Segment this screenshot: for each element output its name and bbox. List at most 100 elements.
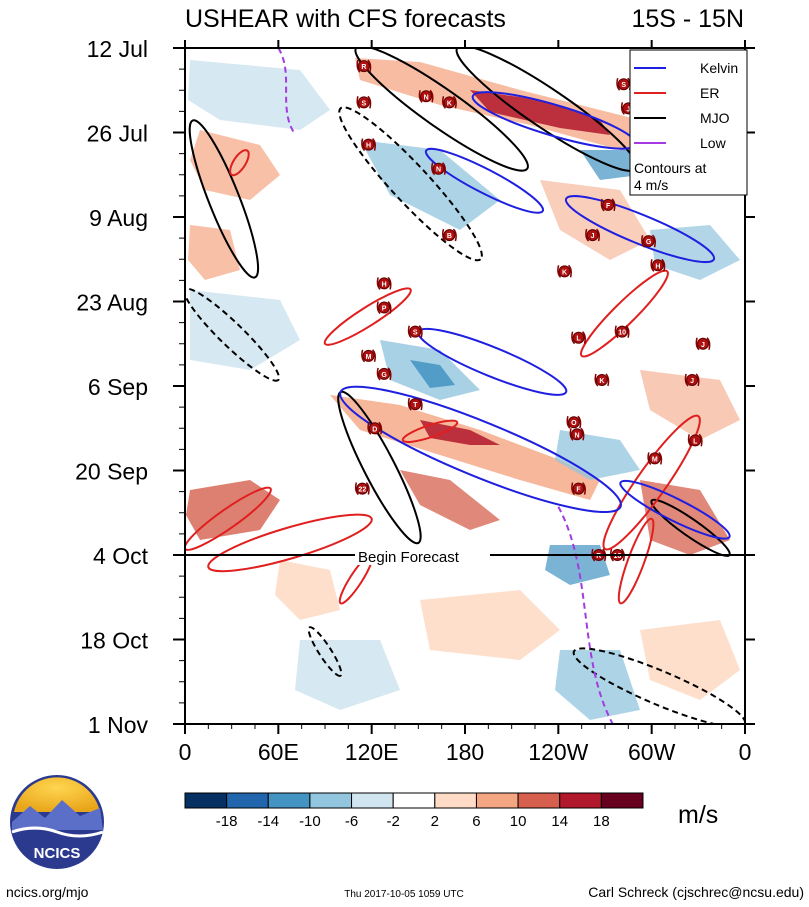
colorbar-tick-label: -14 <box>257 813 279 830</box>
storm-marker: K <box>442 95 457 109</box>
storm-marker: 22 <box>354 482 370 496</box>
x-tick-label: 0 <box>739 739 752 765</box>
storm-marker-label: K <box>447 100 452 107</box>
storm-marker-label: L <box>576 336 581 343</box>
storm-marker-label: N <box>574 432 579 439</box>
colorbar-tick-label: -6 <box>345 813 358 830</box>
storm-marker-label: T <box>413 402 418 409</box>
colorbar-swatch <box>309 792 353 809</box>
storm-marker-label: R <box>361 64 366 71</box>
y-tick-label: 6 Sep <box>88 374 148 400</box>
storm-marker: H <box>361 138 376 152</box>
storm-marker: F <box>600 198 616 212</box>
legend-box <box>629 49 748 196</box>
anomaly-positive-band <box>420 590 560 660</box>
storm-marker: M <box>647 451 663 465</box>
storm-marker: J <box>684 373 700 387</box>
storm-marker: K <box>594 373 610 387</box>
storm-marker: G <box>641 234 656 248</box>
anomaly-positive-band <box>275 560 340 620</box>
low-frequency-contour <box>277 48 295 134</box>
storm-marker-label: J <box>626 106 630 113</box>
y-tick-label: 9 Aug <box>89 205 148 231</box>
storm-marker-label: D <box>372 426 377 433</box>
storm-marker-label: R <box>596 553 601 560</box>
storm-marker: M <box>361 349 376 363</box>
colorbar-tick-label: 2 <box>431 813 439 830</box>
storm-marker: L <box>571 331 586 345</box>
footer-website[interactable]: ncics.org/mjo <box>6 884 89 900</box>
anomaly-negative-band <box>295 640 400 710</box>
colorbar-tick-label: -18 <box>216 813 238 830</box>
storm-marker-label: M <box>366 354 372 361</box>
anomaly-positive-core <box>420 420 500 445</box>
footer-author: Carl Schreck (cjschrec@ncsu.edu) <box>588 884 804 900</box>
legend: Kelvin ER MJO Low Contours at 4 m/s <box>629 49 748 196</box>
storm-marker: S <box>356 95 372 109</box>
x-tick-label: 120W <box>528 739 588 765</box>
anomaly-positive-band <box>330 395 600 500</box>
storm-marker-label: P <box>382 306 387 313</box>
storm-marker: D <box>367 421 383 435</box>
colorbar-tick-label: 6 <box>472 813 480 830</box>
colorbar-tick-label: 10 <box>510 813 527 830</box>
er-wave-contour <box>602 414 701 551</box>
anomaly-negative-band <box>360 140 500 230</box>
kelvin-wave-contour <box>619 479 731 540</box>
x-tick-label: 120E <box>345 739 399 765</box>
colorbar-swatch <box>392 792 436 809</box>
storm-marker: G <box>376 367 392 381</box>
anomaly-negative-core <box>410 360 455 388</box>
shear-anomaly-field <box>186 58 740 720</box>
storm-marker-label: K <box>599 378 604 385</box>
mjo-contour <box>354 48 529 172</box>
forecast-label-bg <box>355 547 490 565</box>
storm-marker: N <box>418 89 434 103</box>
storm-marker: B <box>442 228 457 242</box>
storm-marker-label: S <box>362 100 367 107</box>
storm-marker-label: K <box>562 269 567 276</box>
colorbar-swatch <box>600 792 644 809</box>
colorbar-swatch <box>559 792 602 809</box>
y-tick-label: 23 Aug <box>76 290 148 316</box>
y-tick-label: 26 Jul <box>87 121 148 147</box>
colorbar-tick-label: 18 <box>593 813 610 830</box>
storm-marker: K <box>557 264 572 278</box>
storm-marker-label: H <box>382 281 387 288</box>
storm-marker: F <box>571 482 586 496</box>
storm-marker-label: H <box>655 263 660 270</box>
storm-marker: J <box>695 337 711 351</box>
colorbar-swatch <box>184 792 228 809</box>
colorbar-swatch <box>434 792 477 809</box>
storm-marker-label: S <box>621 82 626 89</box>
colorbar-swatch <box>475 792 519 809</box>
kelvin-wave-contour <box>339 385 622 514</box>
x-tick-label: 60W <box>628 739 676 765</box>
storm-marker: L <box>687 433 703 447</box>
storm-marker-label: 16 <box>614 553 622 560</box>
storm-marker-label: J <box>591 233 595 240</box>
ncics-logo: NCICS <box>10 775 104 869</box>
storm-marker: N <box>569 427 585 441</box>
colorbar-tick-label: -2 <box>387 813 400 830</box>
legend-note-line2: 4 m/s <box>634 177 668 193</box>
footer-timestamp: Thu 2017-10-05 1059 UTC <box>344 889 464 900</box>
chart-region: 15S - 15N <box>631 5 744 33</box>
storm-marker-label: S <box>413 330 418 337</box>
storm-marker: S <box>407 325 423 339</box>
storm-marker-label: G <box>646 239 652 246</box>
y-tick-label: 1 Nov <box>88 712 149 738</box>
colorbar-tick-label: -10 <box>299 813 321 830</box>
kelvin-wave-contour <box>424 147 545 214</box>
er-wave-contour <box>323 287 412 346</box>
legend-er-label: ER <box>700 85 719 101</box>
anomaly-negative-band <box>555 430 640 480</box>
er-wave-contour <box>617 517 655 605</box>
y-tick-label: 12 Jul <box>87 36 148 62</box>
anomaly-positive-band <box>640 480 730 555</box>
anomaly-positive-band <box>640 370 740 440</box>
x-tick-label: 60E <box>258 739 299 765</box>
legend-kelvin-label: Kelvin <box>700 60 738 76</box>
x-tick-label: 0 <box>179 739 192 765</box>
legend-mjo-label: MJO <box>700 110 730 126</box>
